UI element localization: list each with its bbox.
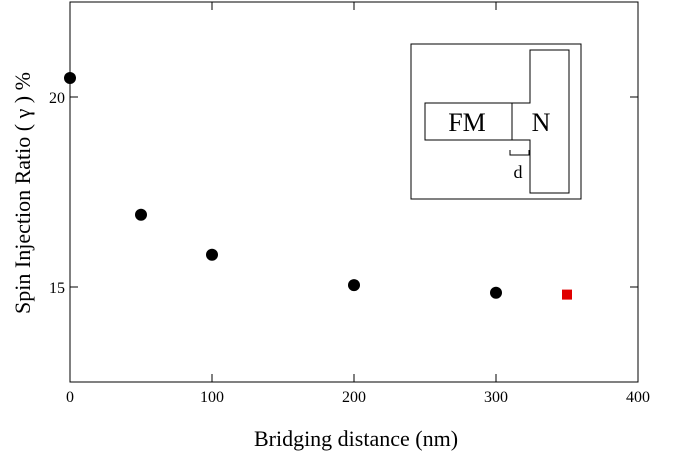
data-point [135, 208, 147, 221]
inset-frame [410, 43, 582, 200]
d-label: d [514, 162, 523, 182]
x-tick-label: 300 [484, 389, 508, 406]
data-point [206, 248, 218, 261]
n-channel [512, 49, 570, 194]
x-tick-label: 0 [66, 389, 74, 406]
x-tick-label: 100 [200, 389, 224, 406]
y-tick-label: 20 [49, 90, 65, 107]
data-point [348, 279, 360, 292]
x-tick-label: 400 [626, 389, 650, 406]
tick-labels: 0 100 200 300 400 15 20 [49, 90, 650, 406]
y-tick-label: 15 [49, 280, 65, 297]
y-axis-title: Spin Injection Ratio ( γ ) % [10, 72, 35, 314]
data-points [64, 72, 572, 300]
data-point-square [562, 289, 572, 300]
gap-marker [509, 150, 530, 156]
axis-ticks [69, 2, 639, 382]
fm-label: FM [448, 108, 486, 137]
data-point [490, 286, 502, 299]
x-axis-title: Bridging distance (nm) [254, 426, 458, 451]
device-inset: FM N d [410, 43, 582, 200]
fm-electrode [424, 102, 513, 141]
plot-frame [69, 1, 639, 383]
n-label: N [532, 108, 551, 137]
x-tick-label: 200 [342, 389, 366, 406]
data-point [64, 72, 76, 84]
